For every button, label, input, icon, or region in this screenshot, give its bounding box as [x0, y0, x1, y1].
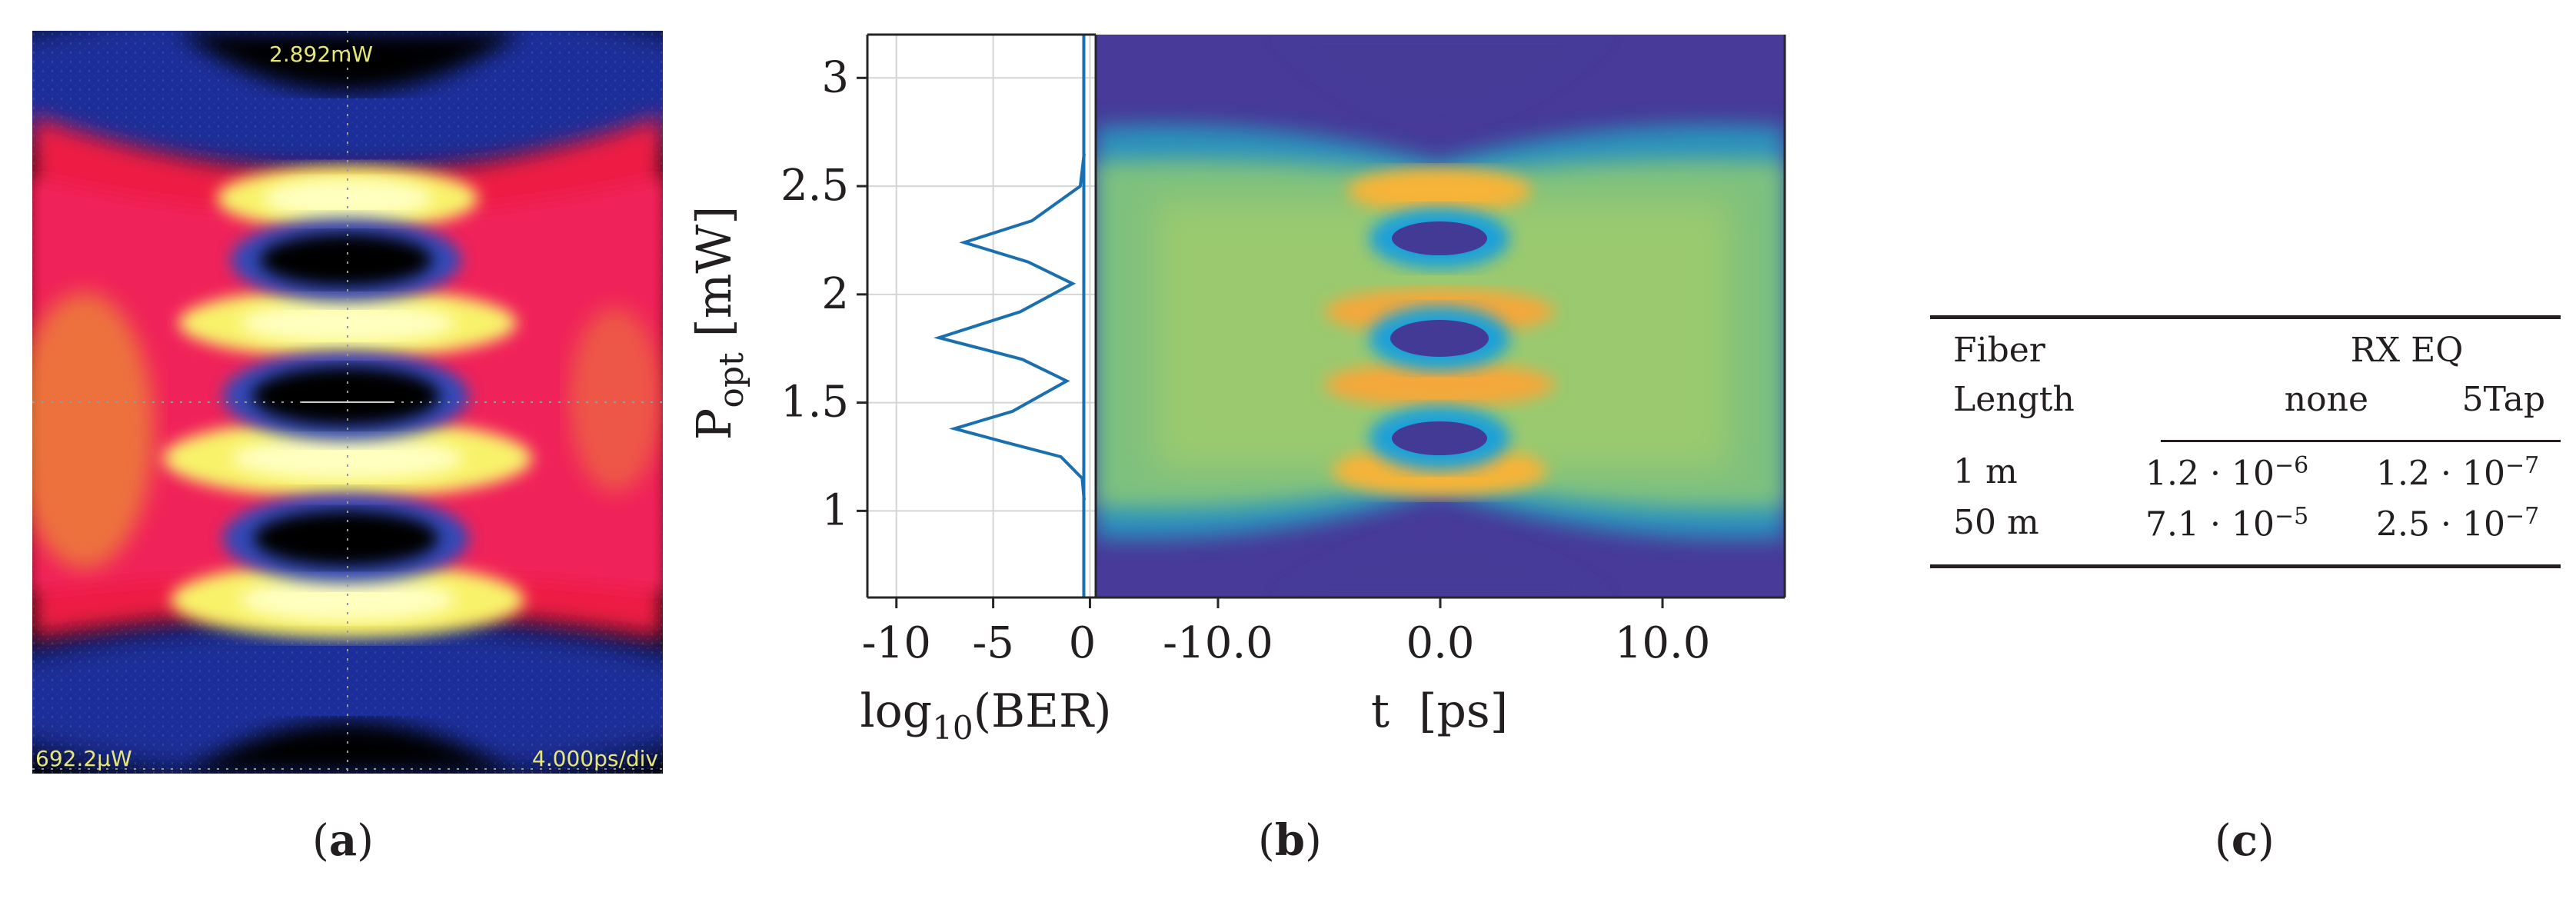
- panel-label-c: (c): [2215, 815, 2275, 866]
- row-5tap-value: 2.5 · 10−7: [2376, 503, 2540, 544]
- heatmap-x-axis-label: t [ps]: [1371, 684, 1508, 738]
- y-tick-label: 1.5: [780, 378, 849, 428]
- ber-x-axis-label: log10(BER): [860, 684, 1111, 747]
- header-none: none: [2284, 380, 2368, 419]
- scope-bottom-left-readout: 692.2μW: [35, 746, 132, 771]
- row-5tap-value: 1.2 · 10−7: [2376, 452, 2540, 494]
- ber-curve: [933, 153, 1086, 501]
- y-axis-label: Popt [mW]: [686, 206, 751, 441]
- header-length: Length: [1953, 380, 2075, 419]
- y-tick-label: 1: [821, 485, 849, 535]
- ber-x-tick-label: -10: [862, 618, 931, 668]
- ber-plot-area: [867, 35, 1096, 597]
- table-top-rule: [1930, 315, 2561, 319]
- y-tick-label: 2: [821, 269, 849, 319]
- panel-label-b: (b): [1258, 815, 1322, 866]
- header-rx-eq: RX EQ: [2350, 331, 2464, 370]
- panel-b-heatmap: [1096, 35, 1785, 597]
- row-none-value: 7.1 · 10−5: [2145, 503, 2309, 544]
- panel-b-frame: [866, 33, 1786, 599]
- ber-x-tick-label: -5: [972, 618, 1014, 668]
- y-tick-label: 2.5: [780, 161, 849, 211]
- heat-x-tick-label: 10.0: [1615, 618, 1711, 668]
- scope-bottom-right-readout: 4.000ps/div: [532, 746, 658, 771]
- table-mid-rule: [2161, 440, 2561, 442]
- row-length: 1 m: [1953, 452, 2018, 491]
- heat-x-tick-label: -10.0: [1163, 618, 1273, 668]
- scope-top-readout: 2.892mW: [269, 42, 373, 67]
- svg-text:log10(BER): log10(BER): [860, 684, 1111, 747]
- header-5tap: 5Tap: [2461, 380, 2545, 419]
- row-length: 50 m: [1953, 503, 2039, 542]
- panel-label-a: (a): [312, 815, 374, 866]
- row-none-value: 1.2 · 10−6: [2145, 452, 2309, 494]
- svg-text:Popt [mW]: Popt [mW]: [686, 206, 751, 441]
- panel-a-scope: [32, 31, 663, 774]
- ber-x-tick-label: 0: [1069, 618, 1097, 668]
- table-bottom-rule: [1930, 564, 2561, 568]
- header-fiber: Fiber: [1953, 331, 2045, 370]
- y-tick-label: 3: [821, 52, 849, 102]
- heat-x-tick-label: 0.0: [1406, 618, 1474, 668]
